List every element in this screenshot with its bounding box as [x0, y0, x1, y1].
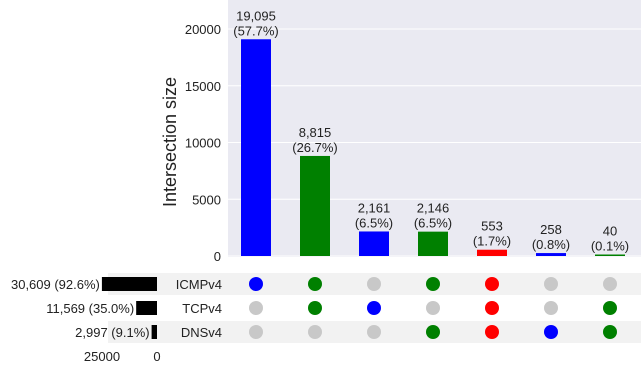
bar-count-label: 2,146	[417, 201, 450, 216]
bar-count-label: 2,161	[358, 200, 391, 215]
matrix-dot-active	[603, 325, 617, 339]
intersection-bar	[595, 254, 625, 256]
matrix-dot-active	[485, 277, 499, 291]
intersection-bar	[536, 253, 566, 256]
matrix-dot-active	[308, 277, 322, 291]
y-tick-label: 0	[214, 249, 221, 264]
intersection-bar	[300, 155, 330, 256]
set-size-panel: 30,609 (92.6%) ICMPv4 11,569 (35.0%) TCPv4 2…	[11, 277, 222, 340]
set-name-label: DNSv4	[181, 325, 222, 340]
bar-percent-label: (1.7%)	[473, 234, 511, 249]
set-size-axis: 25000 0	[84, 349, 161, 364]
set-size-bar	[136, 301, 157, 315]
set-size-bar	[151, 325, 157, 339]
y-axis-ticks: 0 5000 10000 15000 20000	[185, 22, 221, 264]
set-name-label: TCPv4	[182, 301, 222, 316]
membership-matrix	[108, 273, 641, 343]
matrix-dot-active	[485, 301, 499, 315]
intersection-labels: 19,095(57.7%)8,815(26.7%)2,161(6.5%)2,14…	[233, 8, 629, 253]
matrix-dot-inactive	[249, 325, 263, 339]
grid-lines	[228, 28, 641, 257]
set-size-label: 30,609 (92.6%)	[11, 277, 100, 292]
set-axis-tick-label: 0	[153, 349, 160, 364]
set-size-label: 2,997 (9.1%)	[75, 325, 149, 340]
bar-percent-label: (57.7%)	[233, 23, 279, 38]
matrix-dot-inactive	[367, 277, 381, 291]
plot-background	[228, 0, 641, 257]
matrix-dot-active	[485, 325, 499, 339]
matrix-dot-active	[426, 277, 440, 291]
bar-count-label: 258	[540, 222, 562, 237]
bar-count-label: 8,815	[299, 125, 332, 140]
bar-percent-label: (6.5%)	[355, 215, 393, 230]
intersection-bar	[241, 39, 271, 256]
bar-count-label: 40	[603, 224, 617, 239]
matrix-dot-inactive	[308, 325, 322, 339]
set-name-label: ICMPv4	[176, 277, 222, 292]
matrix-dot-active	[603, 301, 617, 315]
y-axis-label: Intersection size	[160, 77, 180, 207]
matrix-dot-active	[426, 325, 440, 339]
intersection-bar	[418, 231, 448, 256]
bar-percent-label: (0.8%)	[532, 237, 570, 252]
y-tick-label: 20000	[185, 22, 221, 37]
y-tick-label: 5000	[192, 192, 221, 207]
intersection-bar	[359, 231, 389, 256]
set-axis-tick-label: 25000	[84, 349, 120, 364]
bar-count-label: 19,095	[236, 8, 276, 23]
matrix-dot-inactive	[249, 301, 263, 315]
matrix-dot-inactive	[603, 277, 617, 291]
matrix-dot-active	[249, 277, 263, 291]
matrix-dot-inactive	[544, 277, 558, 291]
bar-percent-label: (6.5%)	[414, 216, 452, 231]
matrix-dot-inactive	[367, 325, 381, 339]
matrix-dot-inactive	[426, 301, 440, 315]
bar-count-label: 553	[481, 219, 503, 234]
matrix-dot-inactive	[544, 301, 558, 315]
bar-percent-label: (0.1%)	[591, 239, 629, 254]
bar-percent-label: (26.7%)	[292, 140, 338, 155]
matrix-dot-active	[308, 301, 322, 315]
set-size-bar	[101, 277, 157, 291]
intersection-bar	[477, 249, 507, 256]
y-tick-label: 10000	[185, 136, 221, 151]
set-size-label: 11,569 (35.0%)	[46, 301, 134, 316]
intersection-bars	[241, 39, 625, 256]
matrix-dot-active	[367, 301, 381, 315]
y-tick-label: 15000	[185, 79, 221, 94]
matrix-dot-active	[544, 325, 558, 339]
